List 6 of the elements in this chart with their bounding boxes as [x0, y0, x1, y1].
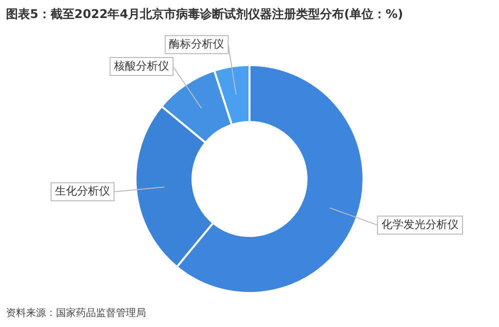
- slice-label: 核酸分析仪: [113, 59, 170, 72]
- slice-label: 酶标分析仪: [169, 38, 224, 51]
- text: 资料来源：国家药品监督管理局: [6, 306, 146, 320]
- slice-label: 化学发光分析仪: [381, 218, 458, 231]
- chart-title: 图表5：截至2022年4月北京市病毒诊断试剂仪器注册类型分布(单位：%): [6, 6, 404, 23]
- slice-label: 生化分析仪: [55, 184, 110, 198]
